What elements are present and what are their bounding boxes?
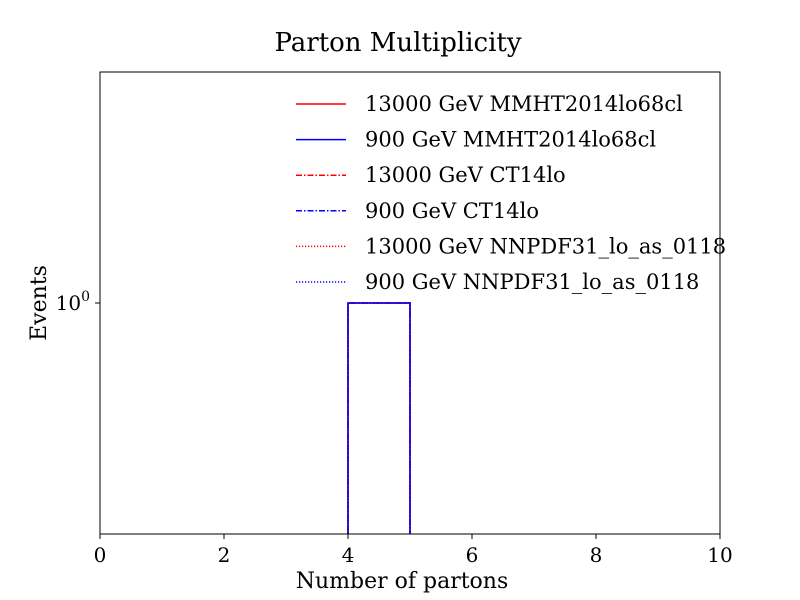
legend-label: 13000 GeV NNPDF31_lo_as_0118: [365, 234, 726, 258]
chart-title: Parton Multiplicity: [274, 28, 521, 58]
legend-item: 900 GeV CT14lo: [296, 199, 539, 223]
y-tick-label: 100: [56, 289, 90, 315]
legend-item: 900 GeV MMHT2014lo68cl: [296, 128, 656, 152]
legend-label: 13000 GeV CT14lo: [365, 163, 566, 187]
legend-label: 900 GeV CT14lo: [365, 199, 539, 223]
x-tick-label: 4: [342, 543, 355, 567]
legend-item: 900 GeV NNPDF31_lo_as_0118: [296, 270, 699, 294]
x-axis-label: Number of partons: [296, 569, 509, 594]
legend-label: 900 GeV NNPDF31_lo_as_0118: [365, 270, 699, 294]
legend: 13000 GeV MMHT2014lo68cl 900 GeV MMHT2014…: [296, 92, 726, 294]
x-tick-label: 2: [218, 543, 231, 567]
x-tick-label: 6: [466, 543, 479, 567]
y-axis-tick: 100: [56, 289, 100, 315]
legend-item: 13000 GeV MMHT2014lo68cl: [296, 92, 683, 116]
plot-area: [99, 71, 721, 535]
legend-label: 13000 GeV MMHT2014lo68cl: [365, 92, 683, 116]
y-axis-label: Events: [27, 265, 52, 341]
x-axis-ticks: 0 2 4 6 8 10: [94, 534, 733, 567]
x-tick-label: 10: [707, 543, 732, 567]
series-layer: [347, 302, 411, 534]
legend-item: 13000 GeV NNPDF31_lo_as_0118: [296, 234, 726, 258]
legend-item: 13000 GeV CT14lo: [296, 163, 566, 187]
x-tick-label: 8: [590, 543, 603, 567]
series-line: [347, 302, 411, 534]
histogram-bin: [347, 302, 411, 534]
legend-label: 900 GeV MMHT2014lo68cl: [365, 128, 656, 152]
x-tick-label: 0: [94, 543, 107, 567]
